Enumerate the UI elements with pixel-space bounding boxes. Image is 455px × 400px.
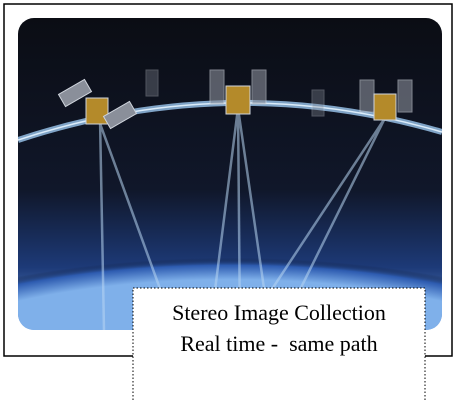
caption-line: Real time - same path <box>180 331 377 356</box>
satellite-photo <box>18 18 442 330</box>
figure: Stereo Image Collection Real time - same… <box>0 0 455 400</box>
caption-line: Stereo Image Collection <box>172 300 386 325</box>
